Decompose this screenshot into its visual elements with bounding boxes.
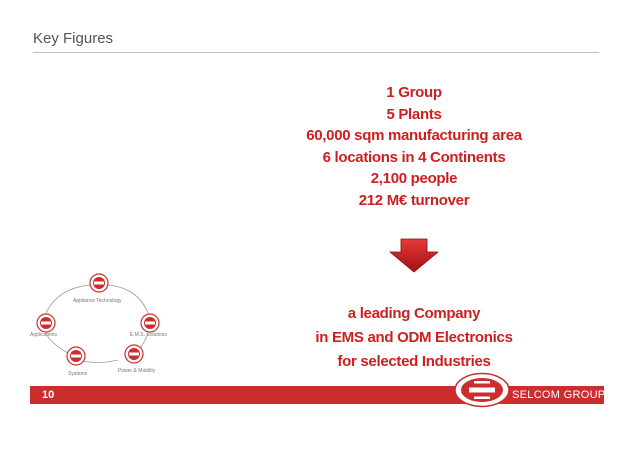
- claim-line-1: a leading Company: [347, 305, 481, 322]
- cycle-label-appliance: Appliance Technology: [73, 298, 122, 304]
- cycle-label-power: Power & Mobility: [118, 368, 156, 374]
- cycle-node-bottom-left: [66, 346, 86, 366]
- cycle-label-systems: Systems: [68, 371, 88, 377]
- title-divider: [33, 52, 599, 53]
- key-figure-turnover: 212 M€ turnover: [358, 191, 470, 209]
- key-figures-list: 1 Group 5 Plants 60,000 sqm manufacturin…: [290, 82, 538, 211]
- key-figure-locations: 6 locations in 4 Continents: [322, 148, 506, 166]
- cycle-node-top: [89, 273, 109, 293]
- claim-line-3: for selected Industries: [337, 353, 491, 370]
- cycle-node-left: [36, 313, 56, 333]
- claim-line-2: in EMS and ODM Electronics: [315, 329, 513, 346]
- brand-name: SELCOM GROUP: [512, 389, 606, 401]
- down-arrow-icon: [388, 238, 440, 279]
- cycle-node-right: [140, 313, 160, 333]
- key-figure-plants: 5 Plants: [386, 105, 442, 123]
- page-title: Key Figures: [33, 30, 114, 47]
- cycle-node-bottom-right: [124, 344, 144, 364]
- page-number: 10: [42, 389, 55, 401]
- key-figure-group: 1 Group: [386, 84, 442, 101]
- key-figure-people: 2,100 people: [370, 170, 458, 187]
- selcom-logo-icon: [452, 372, 606, 408]
- company-claim: a leading Company in EMS and ODM Electro…: [290, 302, 538, 374]
- cycle-label-ems: E.M.S. Solutions: [130, 332, 167, 338]
- business-cycle-diagram: Appliance Technology E.M.S. Solutions Po…: [28, 268, 178, 378]
- cycle-label-applications: Applications: [30, 332, 57, 338]
- key-figure-area: 60,000 sqm manufacturing area: [306, 127, 522, 144]
